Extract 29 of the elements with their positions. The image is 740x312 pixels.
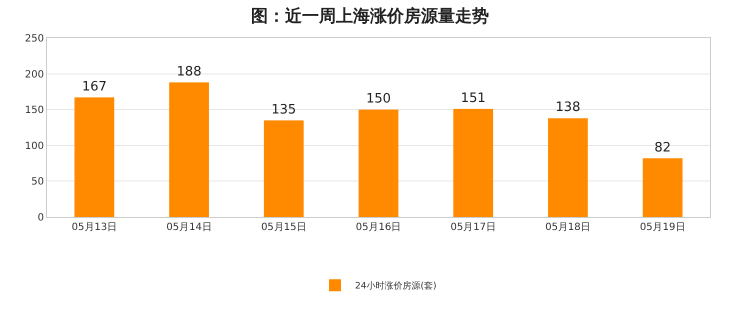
data-label: 135 bbox=[271, 102, 296, 118]
data-label: 150 bbox=[366, 92, 391, 107]
y-tick-label: 50 bbox=[31, 176, 44, 188]
x-tick-label: 05月18日 bbox=[545, 222, 591, 233]
x-tick-label: 05月14日 bbox=[166, 222, 212, 233]
data-label: 82 bbox=[654, 140, 671, 156]
x-tick-label: 05月19日 bbox=[640, 222, 686, 233]
bar bbox=[642, 158, 683, 217]
y-tick-label: 150 bbox=[24, 105, 44, 116]
bar bbox=[74, 97, 114, 217]
x-tick-label: 05月17日 bbox=[450, 222, 496, 233]
x-tick-label: 05月16日 bbox=[356, 222, 402, 233]
x-tick-label: 05月15日 bbox=[261, 222, 307, 233]
y-tick-label: 0 bbox=[38, 212, 44, 224]
legend-label: 24小时涨价房源(套) bbox=[355, 280, 436, 292]
data-label: 167 bbox=[82, 79, 107, 94]
data-label: 151 bbox=[460, 90, 486, 106]
x-tick-label: 05月13日 bbox=[72, 222, 118, 233]
chart-title: 图：近一周上海涨价房源量走势 bbox=[251, 6, 489, 26]
data-label: 188 bbox=[176, 64, 202, 80]
y-tick-label: 200 bbox=[24, 69, 44, 80]
bar bbox=[169, 82, 209, 217]
bar bbox=[453, 108, 494, 217]
bar bbox=[264, 120, 304, 217]
y-tick-label: 250 bbox=[24, 34, 44, 44]
bar bbox=[358, 110, 398, 217]
data-label: 138 bbox=[556, 100, 580, 116]
y-tick-label: 100 bbox=[24, 140, 44, 152]
bar bbox=[548, 118, 588, 217]
